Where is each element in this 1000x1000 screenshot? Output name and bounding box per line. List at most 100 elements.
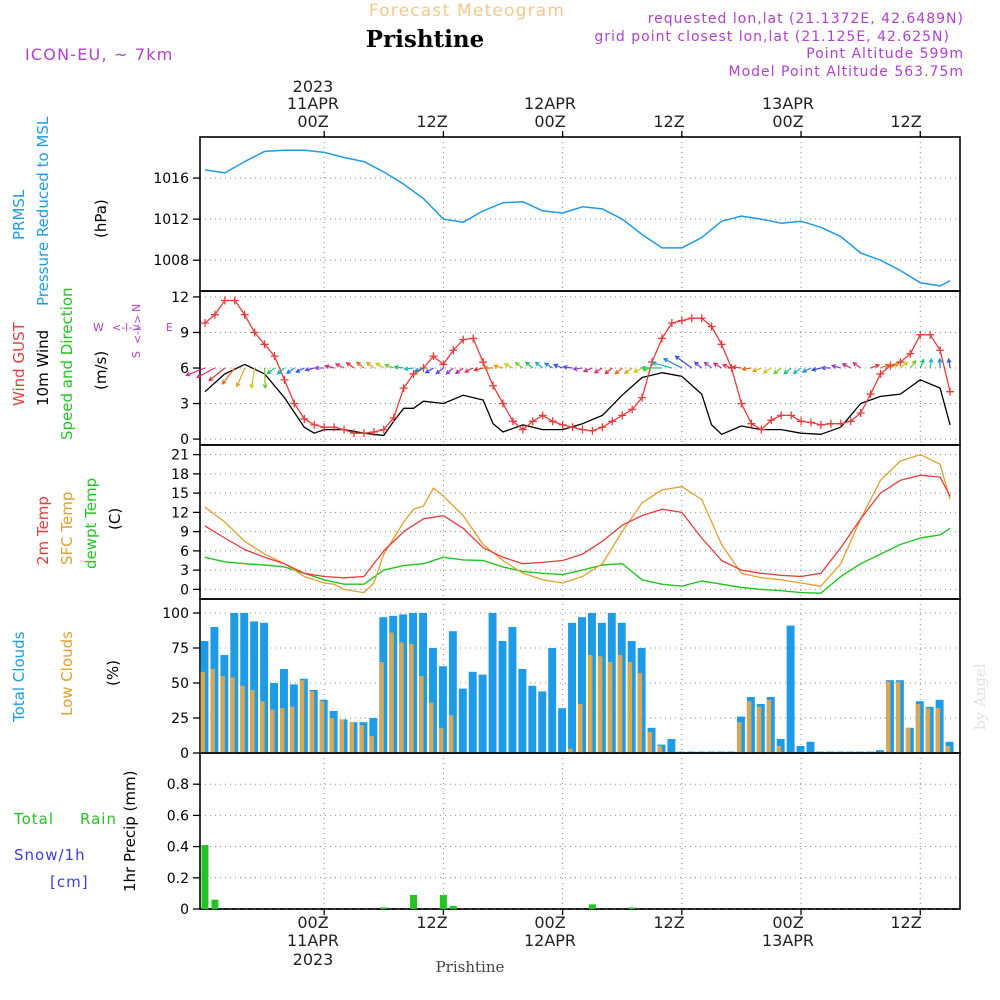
wind-arrow-shaft (504, 363, 514, 369)
wind-direction-arrow (524, 361, 534, 369)
wind-arrow-head (473, 367, 479, 372)
wind-direction-arrow (890, 363, 900, 369)
wind-gust-marker (797, 417, 806, 426)
wind-gust-marker (548, 417, 557, 426)
series-2m-temp-line (204, 474, 951, 579)
total-clouds-bar (428, 648, 437, 753)
wind-arrow-head (403, 366, 409, 372)
station-title: Prishtine (366, 26, 485, 53)
low-clouds-bar (945, 746, 951, 753)
wind-gust-marker (340, 425, 349, 434)
wind-arrow-head (937, 357, 943, 363)
wind-arrow-head (304, 367, 310, 372)
wind-arrow-shaft (335, 363, 345, 369)
label-10m-wind: 10m Wind (34, 330, 52, 406)
compass-arrow-horizontal: <-l-> (112, 321, 141, 334)
wind-direction-arrow (751, 367, 762, 373)
wind-arrow-head (345, 361, 351, 367)
wind-gust-marker (767, 416, 776, 425)
wind-gust-marker (628, 405, 637, 414)
wind-arrow-shaft (773, 367, 782, 375)
wind-direction-arrow (572, 366, 583, 372)
low-clouds-bar (220, 676, 225, 753)
wind-direction-arrow (880, 363, 891, 369)
wind-gust-marker (896, 358, 905, 367)
bottom-tick-line1: 12Z (416, 913, 447, 932)
label-pressure-msl: Pressure Reduced to MSL (34, 116, 52, 306)
wind-direction-arrow (514, 361, 524, 369)
y-tick-label: 0.2 (167, 871, 189, 887)
wind-direction-arrow (196, 367, 216, 379)
wind-arrow-shaft (732, 366, 742, 369)
total-clouds-bar (786, 625, 795, 753)
compass-w: W (93, 321, 104, 334)
total-clouds-bar (568, 622, 577, 753)
low-clouds-bar (319, 701, 325, 753)
low-clouds-bar (915, 704, 921, 753)
wind-gust-marker (489, 381, 498, 390)
wind-gust-marker (806, 418, 815, 427)
y-tick-label: 100 (162, 606, 189, 622)
label-total-clouds: Total Clouds (10, 631, 28, 723)
wind-direction-arrow (334, 363, 345, 369)
wind-gust-marker (598, 423, 607, 432)
wind-arrow-shaft (763, 367, 772, 374)
wind-arrow-head (623, 369, 629, 374)
wind-arrow-shaft (853, 362, 862, 369)
wind-arrow-head (185, 371, 191, 377)
wind-arrow-shaft (356, 361, 365, 369)
wind-direction-arrow (604, 367, 613, 375)
y-tick-label: 0.4 (167, 840, 189, 856)
wind-arrow-shaft (929, 359, 933, 369)
wind-gust-marker (936, 346, 945, 355)
wind-direction-arrow (783, 367, 792, 375)
wind-gust-marker (906, 349, 915, 358)
low-clouds-bar (309, 691, 315, 753)
wind-direction-arrow (762, 367, 772, 374)
wind-gust-marker (270, 352, 279, 361)
wind-gust-marker (777, 411, 786, 420)
wind-arrow-shaft (404, 367, 414, 370)
wind-direction-arrow (345, 361, 355, 369)
wind-direction-arrow (741, 366, 752, 372)
wind-direction-arrow (792, 367, 802, 374)
wind-direction-arrow (503, 363, 514, 369)
wind-arrow-shaft (267, 367, 275, 375)
wind-gust-marker (389, 413, 398, 422)
panel-wind: 0 3 6 9 12 (171, 290, 961, 448)
low-clouds-bar (289, 706, 295, 753)
wind-gust-marker (836, 419, 845, 428)
wind-gust-marker (568, 423, 577, 432)
top-tick-line2: 00Z (297, 112, 328, 131)
panel-labels: PRMSL Pressure Reduced to MSL (hPa) Wind… (10, 116, 173, 892)
wind-gust-marker (717, 340, 726, 349)
rain-bar (380, 907, 388, 909)
wind-arrow-head (693, 361, 699, 367)
wind-direction-arrow (674, 355, 693, 369)
wind-direction-arrow (731, 364, 742, 370)
low-clouds-bar (448, 715, 454, 753)
wind-gust-marker (638, 393, 647, 402)
wind-arrow-shaft (624, 367, 633, 374)
wind-direction-arrow (365, 361, 375, 369)
low-clouds-bar (389, 632, 394, 753)
wind-arrow-head (614, 369, 620, 375)
total-clouds-bar (369, 718, 378, 753)
total-clouds-bar (876, 750, 884, 753)
wind-arrow-head (894, 363, 900, 368)
total-clouds-bar (806, 741, 815, 753)
wind-arrow-head (266, 369, 272, 375)
wind-arrow-head (651, 361, 657, 367)
wind-arrow-head (751, 367, 757, 373)
total-clouds-bar (528, 685, 537, 753)
wind-gust-marker (220, 296, 229, 305)
low-clouds-bar (240, 685, 245, 753)
total-clouds-bar (578, 617, 586, 753)
wind-arrow-head (196, 373, 202, 379)
wind-arrow-head (604, 369, 610, 375)
wind-direction-arrow (304, 367, 315, 372)
wind-arrow-head (543, 362, 550, 368)
total-clouds-bar (438, 666, 447, 753)
wind-arrow-shaft (704, 361, 713, 369)
